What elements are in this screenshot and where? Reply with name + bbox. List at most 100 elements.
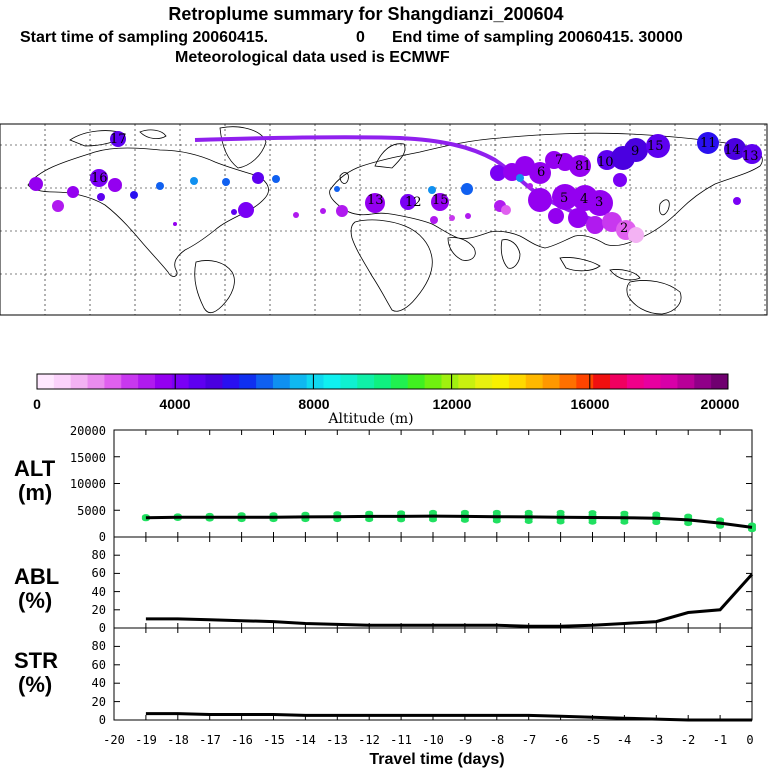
colorbar-cell [70,374,89,389]
alt-scatter-point [365,510,374,516]
plume-bubble [449,215,455,221]
day-label-11: 11 [700,136,717,151]
plume-bubble [552,184,578,210]
colorbar-cell [424,374,442,389]
colorbar-cell [441,374,459,389]
str-ytick-60: 60 [92,658,106,672]
plume-bubble [52,200,64,212]
abl-ytick-20: 20 [92,603,106,617]
day-label-8: 8 [575,159,583,174]
panels-frame [113,429,753,721]
day-label-16: 16 [91,171,108,186]
colorbar-cell [340,374,358,389]
colorbar-cell [239,374,257,389]
panel-tick-marks [113,429,753,721]
coastlines [27,126,763,315]
alt-scatter-points [141,509,756,533]
colorbar-cell [643,374,662,389]
time-series-panels: ALT (m) ABL (%) STR (%) 20000 15000 1000… [14,424,756,768]
plume-bubble [67,186,79,198]
xtick-minus9: -9 [458,733,472,747]
str-ytick-0: 0 [99,713,106,727]
plume-bubble [548,208,564,224]
colorbar-cell [711,374,729,389]
abl-ytick-80: 80 [92,548,106,562]
colorbar-cell [458,374,476,389]
colorbar-cell [357,374,375,389]
abl-ytick-60: 60 [92,566,106,580]
plume-bubble [569,155,591,177]
colorbar-cell [660,374,678,389]
xtick-minus8: -8 [490,733,504,747]
plume-bubble [336,205,348,217]
xtick-minus13: -13 [326,733,348,747]
sampling-start-label: Start time of sampling 20060415. [20,29,268,46]
plume-bubble [110,131,126,147]
alt-panel-label: ALT [14,456,56,481]
xtick-minus11: -11 [390,733,412,747]
colorbar-tick-20000: 20000 [701,396,740,412]
colorbar-cell [154,374,173,389]
alt-panel-unit: (m) [18,480,52,505]
altitude-colorbar: 0 4000 8000 12000 16000 20000 Altitude (… [33,373,740,427]
plume-bubble [173,222,177,226]
plume-bubble [29,177,43,191]
colorbar-cells [36,374,729,389]
abl-panel-label: ABL [14,564,59,589]
day-label-1: 1 [583,159,591,174]
plume-bubble [529,162,551,184]
plume-bubble [320,208,326,214]
colorbar-tick-16000: 16000 [571,396,610,412]
alt-ytick-15000: 15000 [70,451,106,465]
series-line-abl [145,573,754,628]
alt-scatter-point [397,510,406,516]
xtick-minus16: -16 [231,733,253,747]
colorbar-cell [138,374,156,389]
xtick-minus4: -4 [617,733,631,747]
plume-bubble [156,182,164,190]
met-data-label: Meteorological data used is ECMWF [175,49,450,66]
alt-scatter-point [588,510,597,516]
plume-bubble [130,191,138,199]
xtick-minus2: -2 [681,733,695,747]
colorbar-cell [53,374,72,389]
plume-bubble [97,193,105,201]
day-label-3: 3 [595,195,603,210]
colorbar-cell [390,374,409,389]
xtick-minus3: -3 [649,733,663,747]
plume-bubble [527,183,533,189]
plume-bubble [400,194,416,210]
sampling-end-label: End time of sampling 20060415. 30000 [392,29,683,46]
str-ytick-40: 40 [92,676,106,690]
plume-bubble [461,183,473,195]
colorbar-cell [576,374,594,389]
plume-bubble [334,186,340,192]
plume-bubble [724,138,746,160]
plume-bubble [365,193,385,213]
day-label-12: 12 [405,195,422,210]
alt-scatter-point [620,510,629,516]
plume-bubble [108,178,122,192]
day-label-17: 17 [110,132,127,147]
colorbar-cell [104,374,122,389]
day-label-7: 7 [555,153,563,168]
alt-scatter-point [524,509,533,515]
colorbar-cell [626,374,645,389]
colorbar-cell [508,374,527,389]
colorbar-cell [374,374,392,389]
xtick-0: 0 [746,733,753,747]
alt-scatter-point [716,517,725,523]
day-label-15a: 15 [647,139,664,154]
series-line-alt [145,514,753,529]
str-ytick-80: 80 [92,639,106,653]
plume-bubble [222,178,230,186]
plume-bubble [430,216,438,224]
colorbar-cell [593,374,611,389]
abl-ytick-40: 40 [92,585,106,599]
day-label-2: 2 [620,221,628,236]
day-label-10: 10 [597,155,614,170]
colorbar-cell [542,374,560,389]
xtick-minus20: -20 [103,733,125,747]
plume-bubble [516,174,524,182]
xtick-minus10: -10 [422,733,444,747]
